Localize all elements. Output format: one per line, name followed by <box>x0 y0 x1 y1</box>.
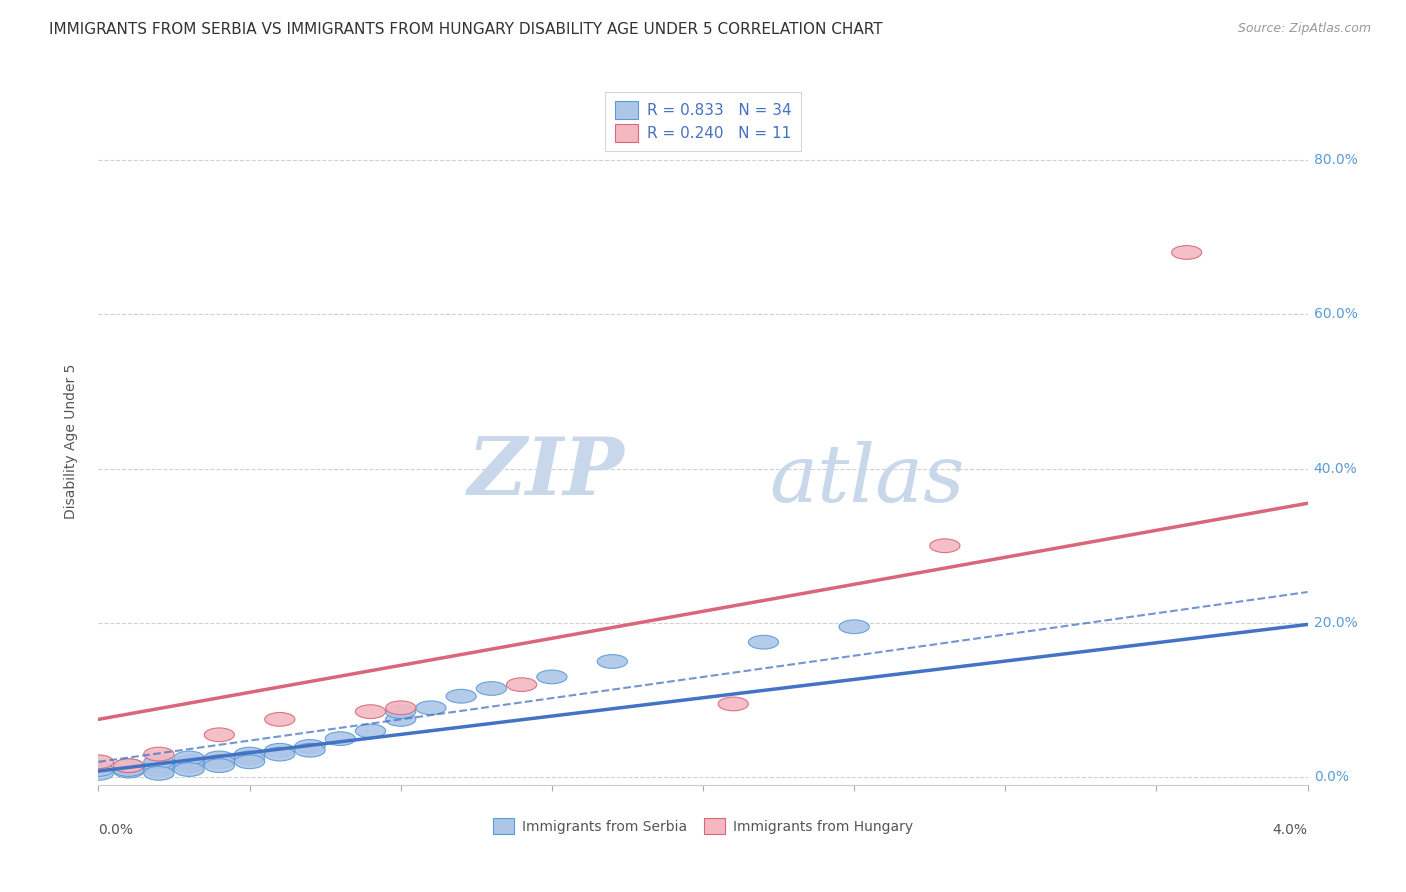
Ellipse shape <box>385 705 416 719</box>
Ellipse shape <box>385 713 416 726</box>
Ellipse shape <box>264 713 295 726</box>
Ellipse shape <box>174 763 204 776</box>
Ellipse shape <box>83 763 114 776</box>
Ellipse shape <box>264 747 295 761</box>
Ellipse shape <box>174 759 204 772</box>
Text: Source: ZipAtlas.com: Source: ZipAtlas.com <box>1237 22 1371 36</box>
Ellipse shape <box>83 755 114 769</box>
Ellipse shape <box>174 755 204 769</box>
Text: 40.0%: 40.0% <box>1313 461 1357 475</box>
Ellipse shape <box>356 705 385 719</box>
Text: 0.0%: 0.0% <box>1313 771 1348 784</box>
Ellipse shape <box>264 743 295 757</box>
Ellipse shape <box>839 620 869 633</box>
Legend: Immigrants from Serbia, Immigrants from Hungary: Immigrants from Serbia, Immigrants from … <box>488 813 918 840</box>
Ellipse shape <box>204 728 235 741</box>
Ellipse shape <box>385 701 416 714</box>
Ellipse shape <box>143 755 174 769</box>
Ellipse shape <box>416 701 446 714</box>
Ellipse shape <box>1171 245 1202 260</box>
Ellipse shape <box>718 697 748 711</box>
Ellipse shape <box>143 766 174 780</box>
Text: 4.0%: 4.0% <box>1272 822 1308 837</box>
Text: 60.0%: 60.0% <box>1313 307 1358 321</box>
Ellipse shape <box>143 747 174 761</box>
Ellipse shape <box>446 690 477 703</box>
Y-axis label: Disability Age Under 5: Disability Age Under 5 <box>63 364 77 519</box>
Ellipse shape <box>295 743 325 757</box>
Ellipse shape <box>598 655 627 668</box>
Ellipse shape <box>174 751 204 764</box>
Ellipse shape <box>235 747 264 761</box>
Ellipse shape <box>506 678 537 691</box>
Text: 0.0%: 0.0% <box>98 822 134 837</box>
Text: 20.0%: 20.0% <box>1313 615 1357 630</box>
Ellipse shape <box>204 751 235 764</box>
Ellipse shape <box>295 739 325 753</box>
Ellipse shape <box>114 759 143 772</box>
Ellipse shape <box>356 724 385 738</box>
Ellipse shape <box>235 751 264 764</box>
Text: IMMIGRANTS FROM SERBIA VS IMMIGRANTS FROM HUNGARY DISABILITY AGE UNDER 5 CORRELA: IMMIGRANTS FROM SERBIA VS IMMIGRANTS FRO… <box>49 22 883 37</box>
Ellipse shape <box>748 635 779 649</box>
Ellipse shape <box>83 766 114 780</box>
Ellipse shape <box>477 681 506 696</box>
Ellipse shape <box>204 759 235 772</box>
Ellipse shape <box>143 759 174 772</box>
Ellipse shape <box>204 755 235 769</box>
Ellipse shape <box>325 731 356 746</box>
Ellipse shape <box>143 763 174 776</box>
Ellipse shape <box>537 670 567 684</box>
Text: atlas: atlas <box>769 441 965 518</box>
Ellipse shape <box>114 759 143 772</box>
Text: ZIP: ZIP <box>468 434 624 511</box>
Ellipse shape <box>114 763 143 776</box>
Text: 80.0%: 80.0% <box>1313 153 1358 167</box>
Ellipse shape <box>929 539 960 552</box>
Ellipse shape <box>235 755 264 769</box>
Ellipse shape <box>114 764 143 778</box>
